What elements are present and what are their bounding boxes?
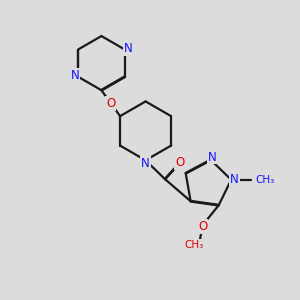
Text: N: N — [208, 151, 217, 164]
Text: O: O — [176, 156, 184, 170]
Text: N: N — [141, 157, 150, 170]
Text: N: N — [70, 69, 80, 82]
Text: N: N — [230, 173, 239, 186]
Text: CH₃: CH₃ — [184, 240, 203, 250]
Text: O: O — [106, 97, 116, 110]
Text: O: O — [198, 220, 207, 233]
Text: CH₃: CH₃ — [256, 175, 275, 185]
Text: N: N — [123, 42, 132, 55]
